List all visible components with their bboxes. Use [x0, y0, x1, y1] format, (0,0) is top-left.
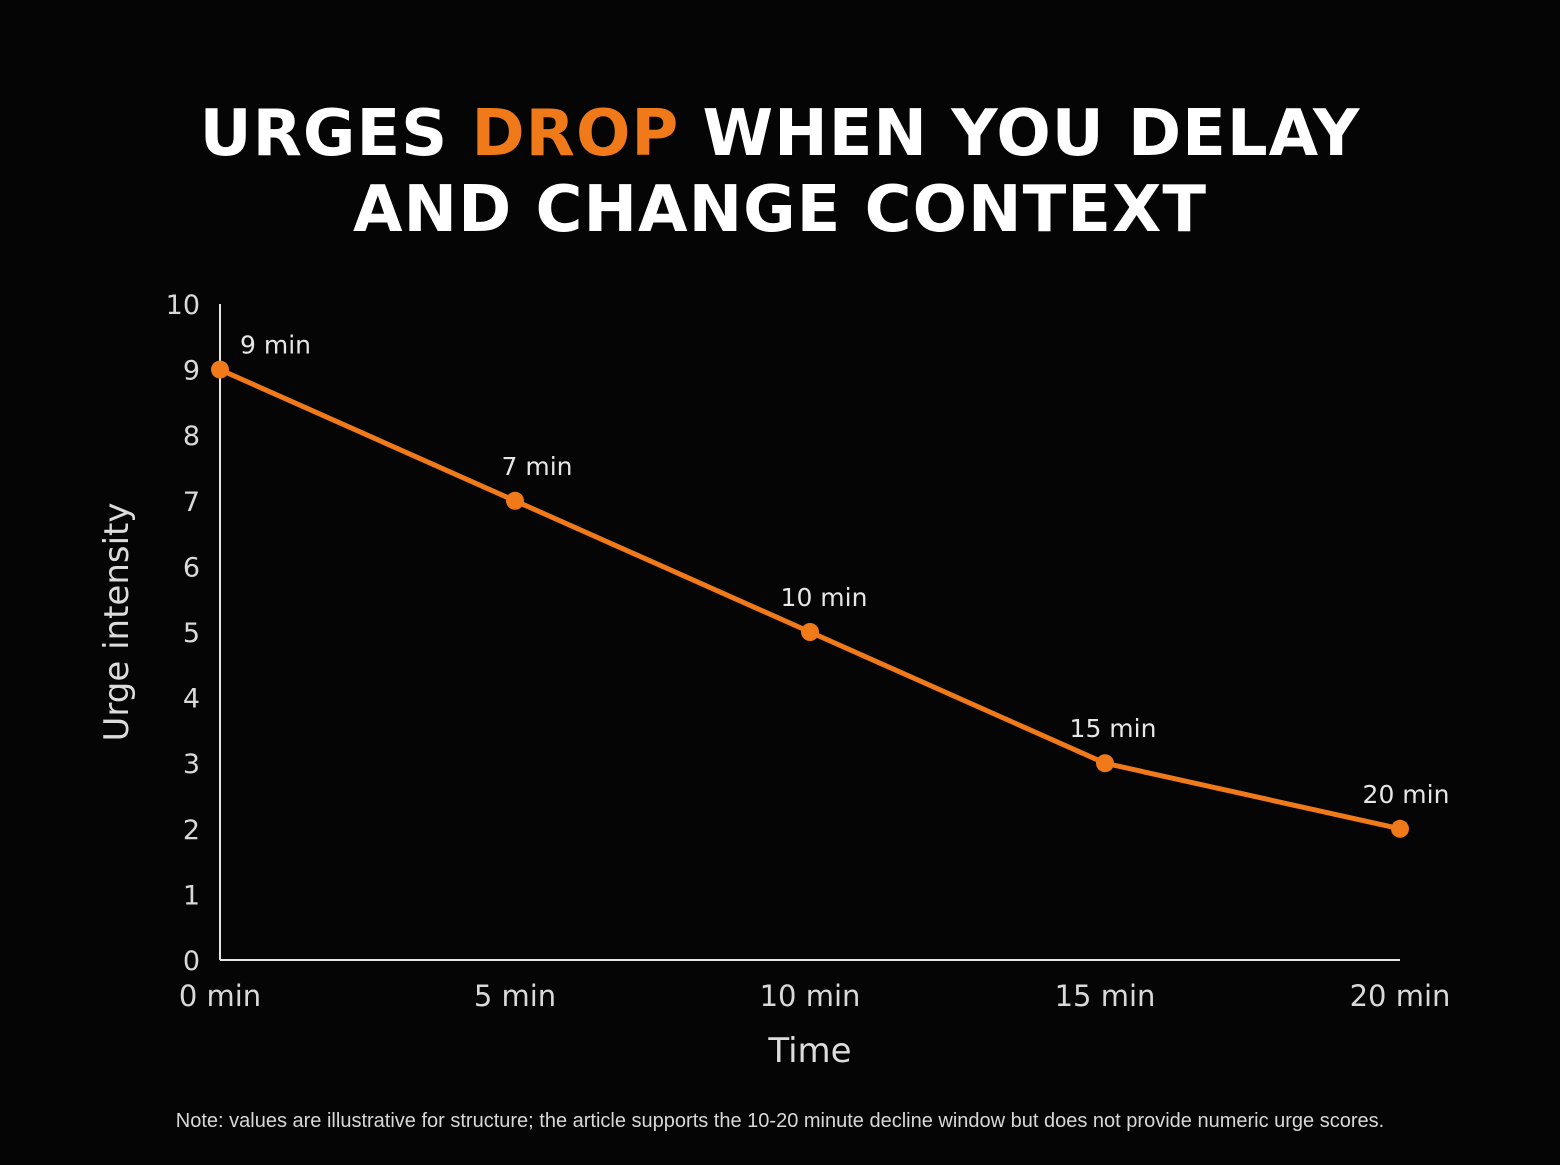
title-line-1: URGES DROP WHEN YOU DELAY [0, 96, 1560, 172]
y-tick-label: 3 [183, 749, 200, 780]
data-point [801, 623, 819, 641]
y-tick-label: 7 [183, 487, 200, 518]
title-line-2: AND CHANGE CONTEXT [353, 173, 1207, 247]
y-tick-label: 5 [183, 618, 200, 649]
y-axis-label: Urge intensity [97, 503, 137, 742]
x-axis-label: Time [767, 1031, 851, 1071]
data-label: 20 min [1363, 780, 1450, 809]
data-label: 10 min [781, 583, 868, 612]
data-label: 9 min [240, 331, 311, 360]
title-accent-word: DROP [471, 97, 680, 171]
x-axis-ticks: 0 min 5 min 10 min 15 min 20 min [179, 979, 1451, 1013]
y-tick-label: 0 [183, 946, 200, 977]
data-point [506, 491, 524, 510]
x-tick-label: 15 min [1055, 979, 1156, 1013]
data-labels-layer: 9 min 7 min 10 min 15 min 20 min [240, 331, 1449, 809]
data-point [211, 360, 229, 379]
data-label: 15 min [1070, 714, 1157, 743]
x-tick-label: 10 min [760, 979, 861, 1013]
y-tick-label: 2 [183, 815, 200, 846]
y-tick-label: 6 [183, 552, 200, 583]
y-tick-label: 9 [183, 356, 200, 387]
y-tick-label: 10 [166, 290, 200, 321]
footnote: Note: values are illustrative for struct… [175, 1110, 1385, 1132]
y-tick-label: 4 [183, 684, 200, 715]
x-tick-label: 5 min [474, 979, 556, 1013]
y-axis-ticks: 0 1 2 3 4 5 6 7 8 9 10 [166, 290, 200, 977]
y-tick-label: 8 [183, 421, 200, 452]
data-label: 7 min [502, 452, 573, 481]
data-point [1096, 754, 1114, 773]
y-tick-label: 1 [183, 880, 200, 911]
data-point [1391, 819, 1409, 838]
chart-title: URGES DROP WHEN YOU DELAY AND CHANGE CON… [0, 96, 1560, 248]
series-layer [211, 360, 1409, 838]
x-tick-label: 20 min [1350, 979, 1451, 1013]
title-part-1: URGES [199, 97, 472, 171]
x-tick-label: 0 min [179, 979, 261, 1013]
title-part-2: WHEN YOU DELAY [679, 97, 1361, 171]
chart-axes [219, 304, 1400, 961]
